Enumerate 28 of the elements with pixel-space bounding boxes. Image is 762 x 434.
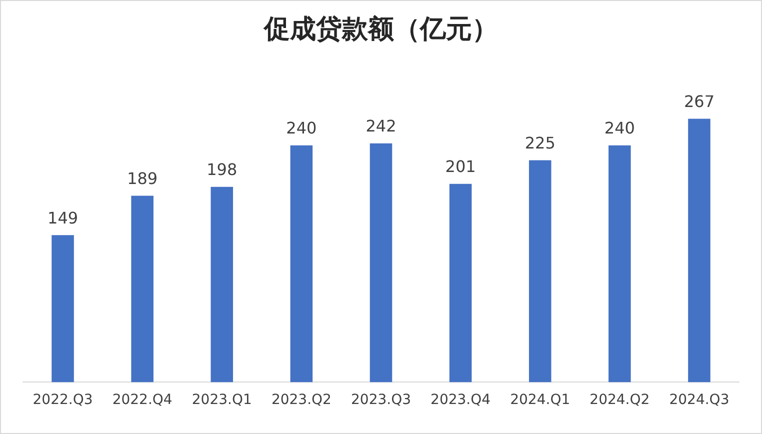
bar: [370, 143, 392, 382]
bar: [688, 118, 710, 382]
x-tick-label: 2022.Q3: [32, 392, 93, 408]
bar: [52, 235, 74, 382]
data-label: 198: [206, 160, 238, 179]
bar: [449, 184, 472, 382]
bar: [210, 186, 234, 382]
x-tick-label: 2024.Q2: [590, 392, 650, 408]
data-label: 225: [524, 133, 556, 152]
x-tick-label: 2023.Q4: [430, 392, 491, 408]
chart-title: 促成贷款额（亿元）: [263, 14, 498, 44]
data-label: 240: [286, 118, 317, 138]
bar: [290, 145, 313, 382]
data-label: 149: [48, 208, 78, 228]
x-tick-label: 2023.Q3: [350, 392, 412, 408]
data-label: 240: [604, 118, 635, 138]
data-label: 201: [445, 157, 476, 176]
x-tick-label: 2024.Q1: [510, 392, 570, 408]
x-tick-label: 2024.Q3: [669, 392, 730, 408]
bar: [131, 196, 154, 382]
x-tick-label: 2023.Q1: [192, 392, 252, 408]
bar: [528, 160, 552, 382]
x-tick-label: 2022.Q4: [112, 392, 172, 408]
data-label: 242: [366, 116, 396, 136]
bar: [608, 145, 631, 382]
x-tick-label: 2023.Q2: [271, 392, 332, 408]
data-label: 189: [127, 168, 158, 188]
data-label: 267: [684, 92, 714, 111]
